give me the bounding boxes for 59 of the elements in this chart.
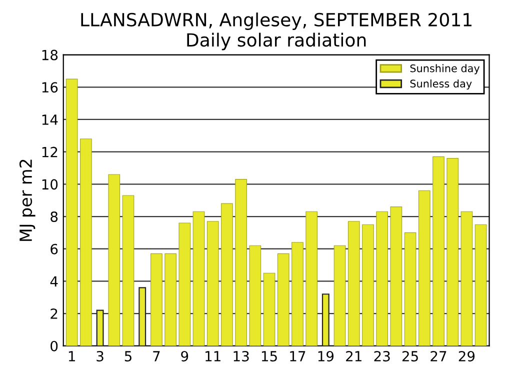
bar <box>474 224 487 346</box>
bar <box>221 203 233 346</box>
bar <box>277 253 290 346</box>
y-tick-label: 2 <box>50 308 58 319</box>
bar <box>249 245 262 346</box>
bar <box>334 245 346 346</box>
x-tick-label: 3 <box>96 350 104 362</box>
bar <box>404 232 416 346</box>
bar <box>235 179 247 346</box>
y-tick-label: 4 <box>50 276 58 286</box>
bar <box>306 211 318 346</box>
y-tick-label: 8 <box>50 211 58 222</box>
x-tick-label: 1 <box>68 351 75 362</box>
y-tick-label: 12 <box>42 146 58 158</box>
x-tick-label: 5 <box>124 351 132 362</box>
x-tick-label: 11 <box>206 351 220 362</box>
bar <box>150 253 162 346</box>
x-tick-label: 21 <box>346 350 362 362</box>
x-tick-label: 29 <box>458 350 475 362</box>
bar <box>108 174 120 346</box>
x-tick-label: 13 <box>234 350 249 362</box>
chart-title: LLANSADWRN, Anglesey, SEPTEMBER 2011 Daily solar radiation <box>81 12 472 50</box>
bar <box>460 211 473 346</box>
y-tick-label: 0 <box>50 340 58 352</box>
bar <box>206 221 219 346</box>
bar <box>348 221 360 346</box>
x-tick-label: 17 <box>290 351 306 362</box>
x-tick-label: 25 <box>402 350 418 362</box>
bar <box>80 138 92 346</box>
legend-label: Sunshine day <box>410 64 480 74</box>
legend-label: Sunless day <box>410 79 472 90</box>
bar <box>164 253 176 346</box>
x-tick-label: 7 <box>153 351 160 362</box>
bar <box>446 158 459 346</box>
y-tick-label: 14 <box>42 114 58 125</box>
bar <box>122 195 134 346</box>
y-tick-label: 6 <box>50 244 58 254</box>
y-axis-title: MJ per m2 <box>19 160 36 241</box>
bar <box>376 211 388 346</box>
bar <box>96 310 104 346</box>
x-tick-label: 15 <box>262 351 277 362</box>
x-tick-label: 23 <box>374 350 390 362</box>
bar <box>178 222 191 346</box>
y-tick-label: 18 <box>42 50 58 60</box>
bar <box>418 190 430 346</box>
bar <box>390 206 402 346</box>
bar <box>66 78 78 346</box>
bar <box>362 224 374 346</box>
x-tick-label: 9 <box>181 350 188 362</box>
bar <box>322 294 330 346</box>
bar <box>432 156 444 346</box>
y-tick-label: 16 <box>42 82 58 93</box>
bar <box>263 272 276 346</box>
x-tick-label: 19 <box>318 350 334 362</box>
bar <box>138 287 146 346</box>
bar <box>292 242 304 346</box>
y-tick-label: 10 <box>42 179 58 190</box>
x-tick-label: 27 <box>430 350 446 362</box>
bar <box>192 211 205 346</box>
